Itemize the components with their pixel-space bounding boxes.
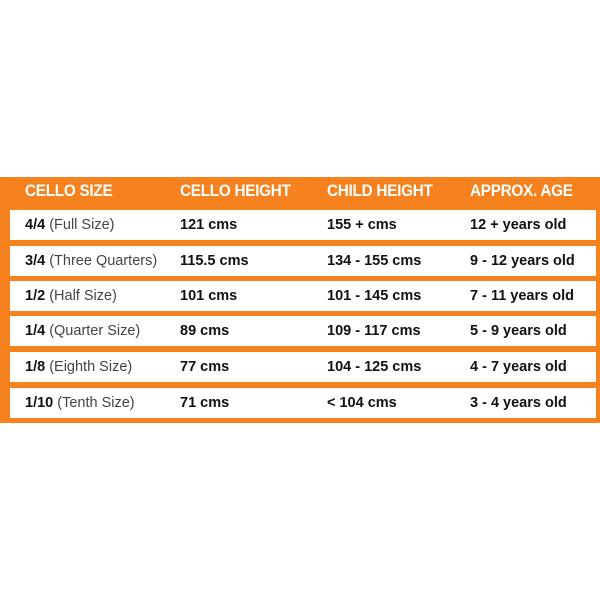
- cell-child-height: 104 - 125 cms: [327, 359, 421, 375]
- age-value: 9 - 12 years old: [470, 253, 575, 269]
- cell-cello-height: 77 cms: [180, 359, 229, 375]
- cello-height-value: 77 cms: [180, 359, 230, 375]
- cell-approx-age: 9 - 12 years old: [470, 253, 575, 269]
- cello-height-value: 101 cms: [180, 288, 238, 304]
- header-child-height: CHILD HEIGHT: [327, 181, 433, 200]
- cell-cello-height: 71 cms: [180, 395, 229, 411]
- table-header: CELLO SIZE CELLO HEIGHT CHILD HEIGHT APP…: [0, 177, 600, 207]
- age-value: 7 - 11 years old: [470, 288, 574, 304]
- cell-cello-size: 4/4 (Full Size): [25, 217, 114, 233]
- age-value: 4 - 7 years old: [470, 359, 567, 375]
- size-fraction: 4/4: [25, 217, 46, 233]
- child-height-value: 155 + cms: [327, 217, 397, 233]
- cell-approx-age: 7 - 11 years old: [470, 288, 574, 304]
- child-height-value: 101 - 145 cms: [327, 288, 422, 304]
- size-description: (Tenth Size): [57, 395, 135, 411]
- cell-approx-age: 4 - 7 years old: [470, 359, 567, 375]
- size-description: (Eighth Size): [49, 359, 133, 375]
- cello-height-value: 121 cms: [180, 217, 238, 233]
- table-row: 1/10 (Tenth Size) 71 cms < 104 cms 3 - 4…: [10, 388, 596, 418]
- cell-approx-age: 5 - 9 years old: [470, 323, 567, 339]
- size-description: (Full Size): [49, 217, 115, 233]
- child-height-value: 104 - 125 cms: [327, 359, 422, 375]
- table-row: 1/8 (Eighth Size) 77 cms 104 - 125 cms 4…: [10, 352, 596, 382]
- cell-child-height: 134 - 155 cms: [327, 253, 421, 269]
- cello-height-value: 71 cms: [180, 395, 230, 411]
- size-fraction: 1/4: [25, 323, 46, 339]
- size-fraction: 1/2: [25, 288, 46, 304]
- size-description: (Half Size): [49, 288, 117, 304]
- cell-cello-size: 3/4 (Three Quarters): [25, 253, 157, 269]
- table-row: 4/4 (Full Size) 121 cms 155 + cms 12 + y…: [10, 210, 596, 240]
- child-height-value: < 104 cms: [327, 395, 397, 411]
- child-height-value: 109 - 117 cms: [327, 323, 421, 339]
- cell-cello-size: 1/10 (Tenth Size): [25, 395, 135, 411]
- cell-cello-size: 1/8 (Eighth Size): [25, 359, 132, 375]
- cell-approx-age: 3 - 4 years old: [470, 395, 567, 411]
- cell-cello-height: 101 cms: [180, 288, 237, 304]
- size-description: (Quarter Size): [49, 323, 141, 339]
- cell-cello-size: 1/4 (Quarter Size): [25, 323, 140, 339]
- header-approx-age: APPROX. AGE: [470, 181, 573, 200]
- table-row: 3/4 (Three Quarters) 115.5 cms 134 - 155…: [10, 246, 596, 276]
- size-description: (Three Quarters): [49, 253, 158, 269]
- cell-cello-height: 115.5 cms: [180, 253, 249, 269]
- table-row: 1/2 (Half Size) 101 cms 101 - 145 cms 7 …: [10, 281, 596, 311]
- age-value: 3 - 4 years old: [470, 395, 567, 411]
- cell-child-height: 155 + cms: [327, 217, 397, 233]
- cell-cello-size: 1/2 (Half Size): [25, 288, 117, 304]
- cell-cello-height: 121 cms: [180, 217, 237, 233]
- cell-approx-age: 12 + years old: [470, 217, 566, 233]
- size-fraction: 3/4: [25, 253, 46, 269]
- age-value: 12 + years old: [470, 217, 567, 233]
- table-row: 1/4 (Quarter Size) 89 cms 109 - 117 cms …: [10, 316, 596, 346]
- cell-child-height: < 104 cms: [327, 395, 397, 411]
- cell-child-height: 109 - 117 cms: [327, 323, 421, 339]
- age-value: 5 - 9 years old: [470, 323, 567, 339]
- header-cello-height: CELLO HEIGHT: [180, 181, 291, 200]
- cell-cello-height: 89 cms: [180, 323, 229, 339]
- size-fraction: 1/8: [25, 359, 46, 375]
- cello-size-table: CELLO SIZE CELLO HEIGHT CHILD HEIGHT APP…: [0, 177, 600, 423]
- cello-height-value: 89 cms: [180, 323, 230, 339]
- cell-child-height: 101 - 145 cms: [327, 288, 421, 304]
- child-height-value: 134 - 155 cms: [327, 253, 422, 269]
- size-fraction: 1/10: [25, 395, 54, 411]
- cello-height-value: 115.5 cms: [180, 253, 249, 269]
- header-cello-size: CELLO SIZE: [25, 181, 113, 200]
